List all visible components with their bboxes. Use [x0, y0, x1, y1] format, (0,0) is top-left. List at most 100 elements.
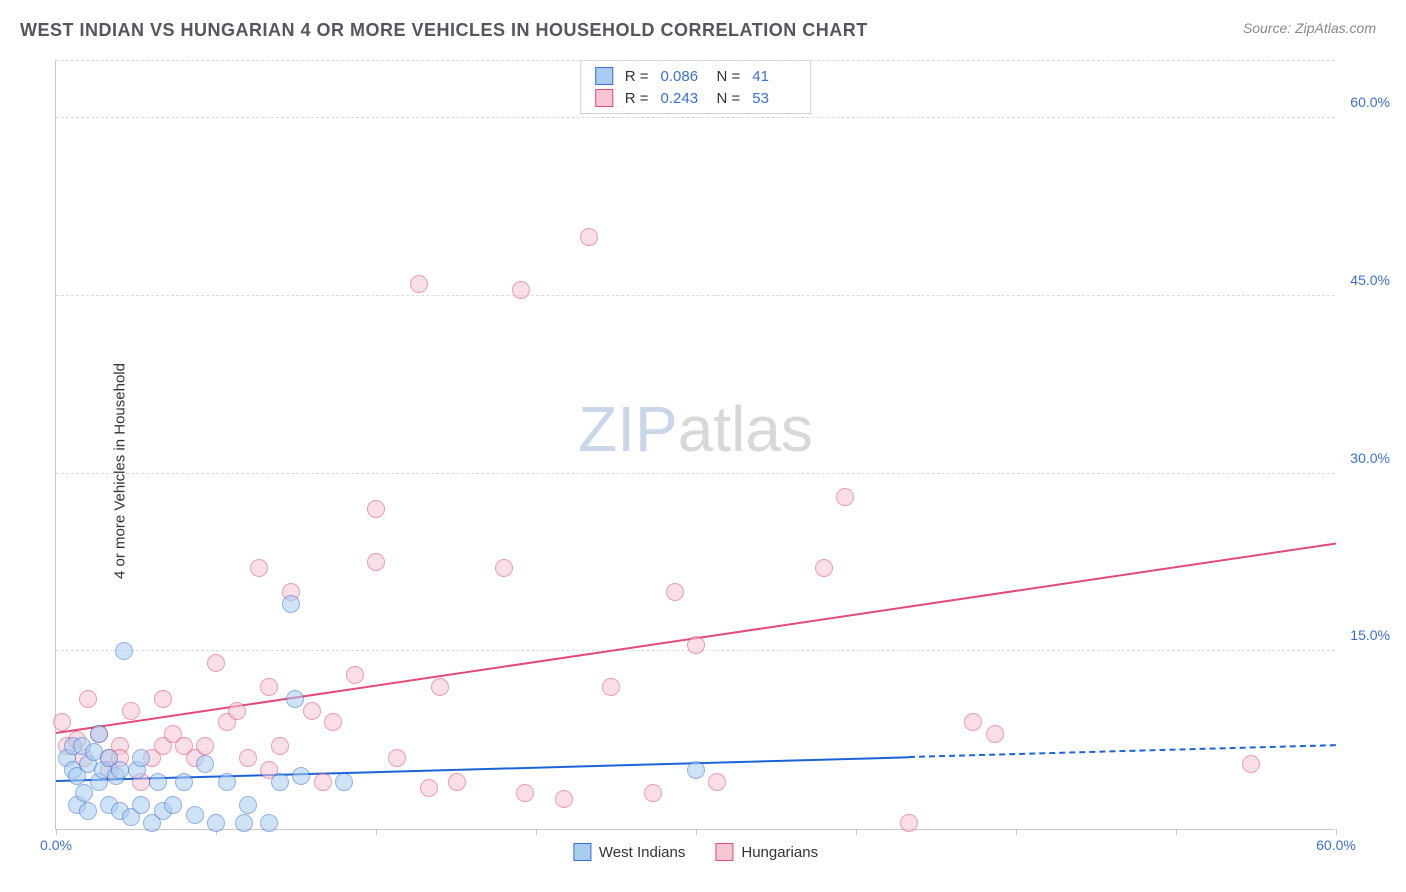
data-point	[175, 773, 193, 791]
data-point	[495, 559, 513, 577]
data-point	[228, 702, 246, 720]
data-point	[666, 583, 684, 601]
data-point	[53, 713, 71, 731]
data-point	[239, 749, 257, 767]
x-tick	[376, 829, 377, 835]
data-point	[164, 796, 182, 814]
data-point	[687, 636, 705, 654]
data-point	[90, 725, 108, 743]
data-point	[900, 814, 918, 832]
data-point	[282, 595, 300, 613]
y-tick-label: 45.0%	[1340, 272, 1390, 288]
gridline	[56, 117, 1335, 118]
plot-area: ZIPatlas R = 0.086 N = 41 R = 0.243 N = …	[55, 60, 1335, 830]
data-point	[687, 761, 705, 779]
data-point	[292, 767, 310, 785]
data-point	[335, 773, 353, 791]
data-point	[132, 796, 150, 814]
data-point	[1242, 755, 1260, 773]
x-tick	[696, 829, 697, 835]
x-tick	[1016, 829, 1017, 835]
chart-container: 4 or more Vehicles in Household ZIPatlas…	[0, 50, 1406, 892]
data-point	[79, 690, 97, 708]
data-point	[218, 773, 236, 791]
data-point	[708, 773, 726, 791]
data-point	[388, 749, 406, 767]
data-point	[79, 802, 97, 820]
watermark-zip: ZIP	[578, 393, 678, 465]
series-name: West Indians	[599, 844, 685, 861]
data-point	[644, 784, 662, 802]
x-tick-label: 60.0%	[1316, 837, 1356, 853]
data-point	[286, 690, 304, 708]
data-point	[132, 749, 150, 767]
chart-title: WEST INDIAN VS HUNGARIAN 4 OR MORE VEHIC…	[20, 20, 868, 41]
source-credit: Source: ZipAtlas.com	[1243, 20, 1376, 36]
n-label: N =	[717, 68, 741, 85]
data-point	[836, 488, 854, 506]
data-point	[75, 784, 93, 802]
y-tick-label: 60.0%	[1340, 94, 1390, 110]
data-point	[986, 725, 1004, 743]
data-point	[512, 281, 530, 299]
data-point	[410, 275, 428, 293]
data-point	[115, 642, 133, 660]
data-point	[260, 678, 278, 696]
series-swatch-icon	[595, 67, 613, 85]
y-tick-label: 15.0%	[1340, 627, 1390, 643]
legend-item: Hungarians	[715, 843, 818, 861]
data-point	[303, 702, 321, 720]
data-point	[367, 500, 385, 518]
x-tick	[1176, 829, 1177, 835]
data-point	[207, 654, 225, 672]
n-label: N =	[717, 90, 741, 107]
n-value: 41	[752, 68, 796, 85]
data-point	[346, 666, 364, 684]
series-name: Hungarians	[741, 844, 818, 861]
trend-line	[909, 744, 1336, 758]
data-point	[448, 773, 466, 791]
data-point	[516, 784, 534, 802]
data-point	[260, 814, 278, 832]
r-label: R =	[625, 68, 649, 85]
data-point	[555, 790, 573, 808]
x-tick	[856, 829, 857, 835]
data-point	[964, 713, 982, 731]
data-point	[602, 678, 620, 696]
stats-row: R = 0.086 N = 41	[595, 65, 797, 87]
data-point	[815, 559, 833, 577]
n-value: 53	[752, 90, 796, 107]
data-point	[196, 737, 214, 755]
data-point	[196, 755, 214, 773]
data-point	[207, 814, 225, 832]
data-point	[271, 737, 289, 755]
x-tick-label: 0.0%	[40, 837, 72, 853]
data-point	[149, 773, 167, 791]
series-swatch-icon	[715, 843, 733, 861]
gridline	[56, 60, 1335, 61]
data-point	[580, 228, 598, 246]
legend-item: West Indians	[573, 843, 685, 861]
data-point	[111, 761, 129, 779]
data-point	[420, 779, 438, 797]
data-point	[271, 773, 289, 791]
data-point	[122, 702, 140, 720]
bottom-legend: West Indians Hungarians	[573, 843, 818, 861]
x-tick	[56, 829, 57, 835]
data-point	[431, 678, 449, 696]
gridline	[56, 473, 1335, 474]
series-swatch-icon	[595, 89, 613, 107]
data-point	[186, 806, 204, 824]
r-value: 0.243	[661, 90, 705, 107]
stats-legend-box: R = 0.086 N = 41 R = 0.243 N = 53	[580, 60, 812, 114]
data-point	[239, 796, 257, 814]
x-tick	[1336, 829, 1337, 835]
y-tick-label: 30.0%	[1340, 450, 1390, 466]
watermark: ZIPatlas	[578, 392, 813, 466]
data-point	[235, 814, 253, 832]
x-tick	[536, 829, 537, 835]
r-label: R =	[625, 90, 649, 107]
series-swatch-icon	[573, 843, 591, 861]
gridline	[56, 295, 1335, 296]
r-value: 0.086	[661, 68, 705, 85]
